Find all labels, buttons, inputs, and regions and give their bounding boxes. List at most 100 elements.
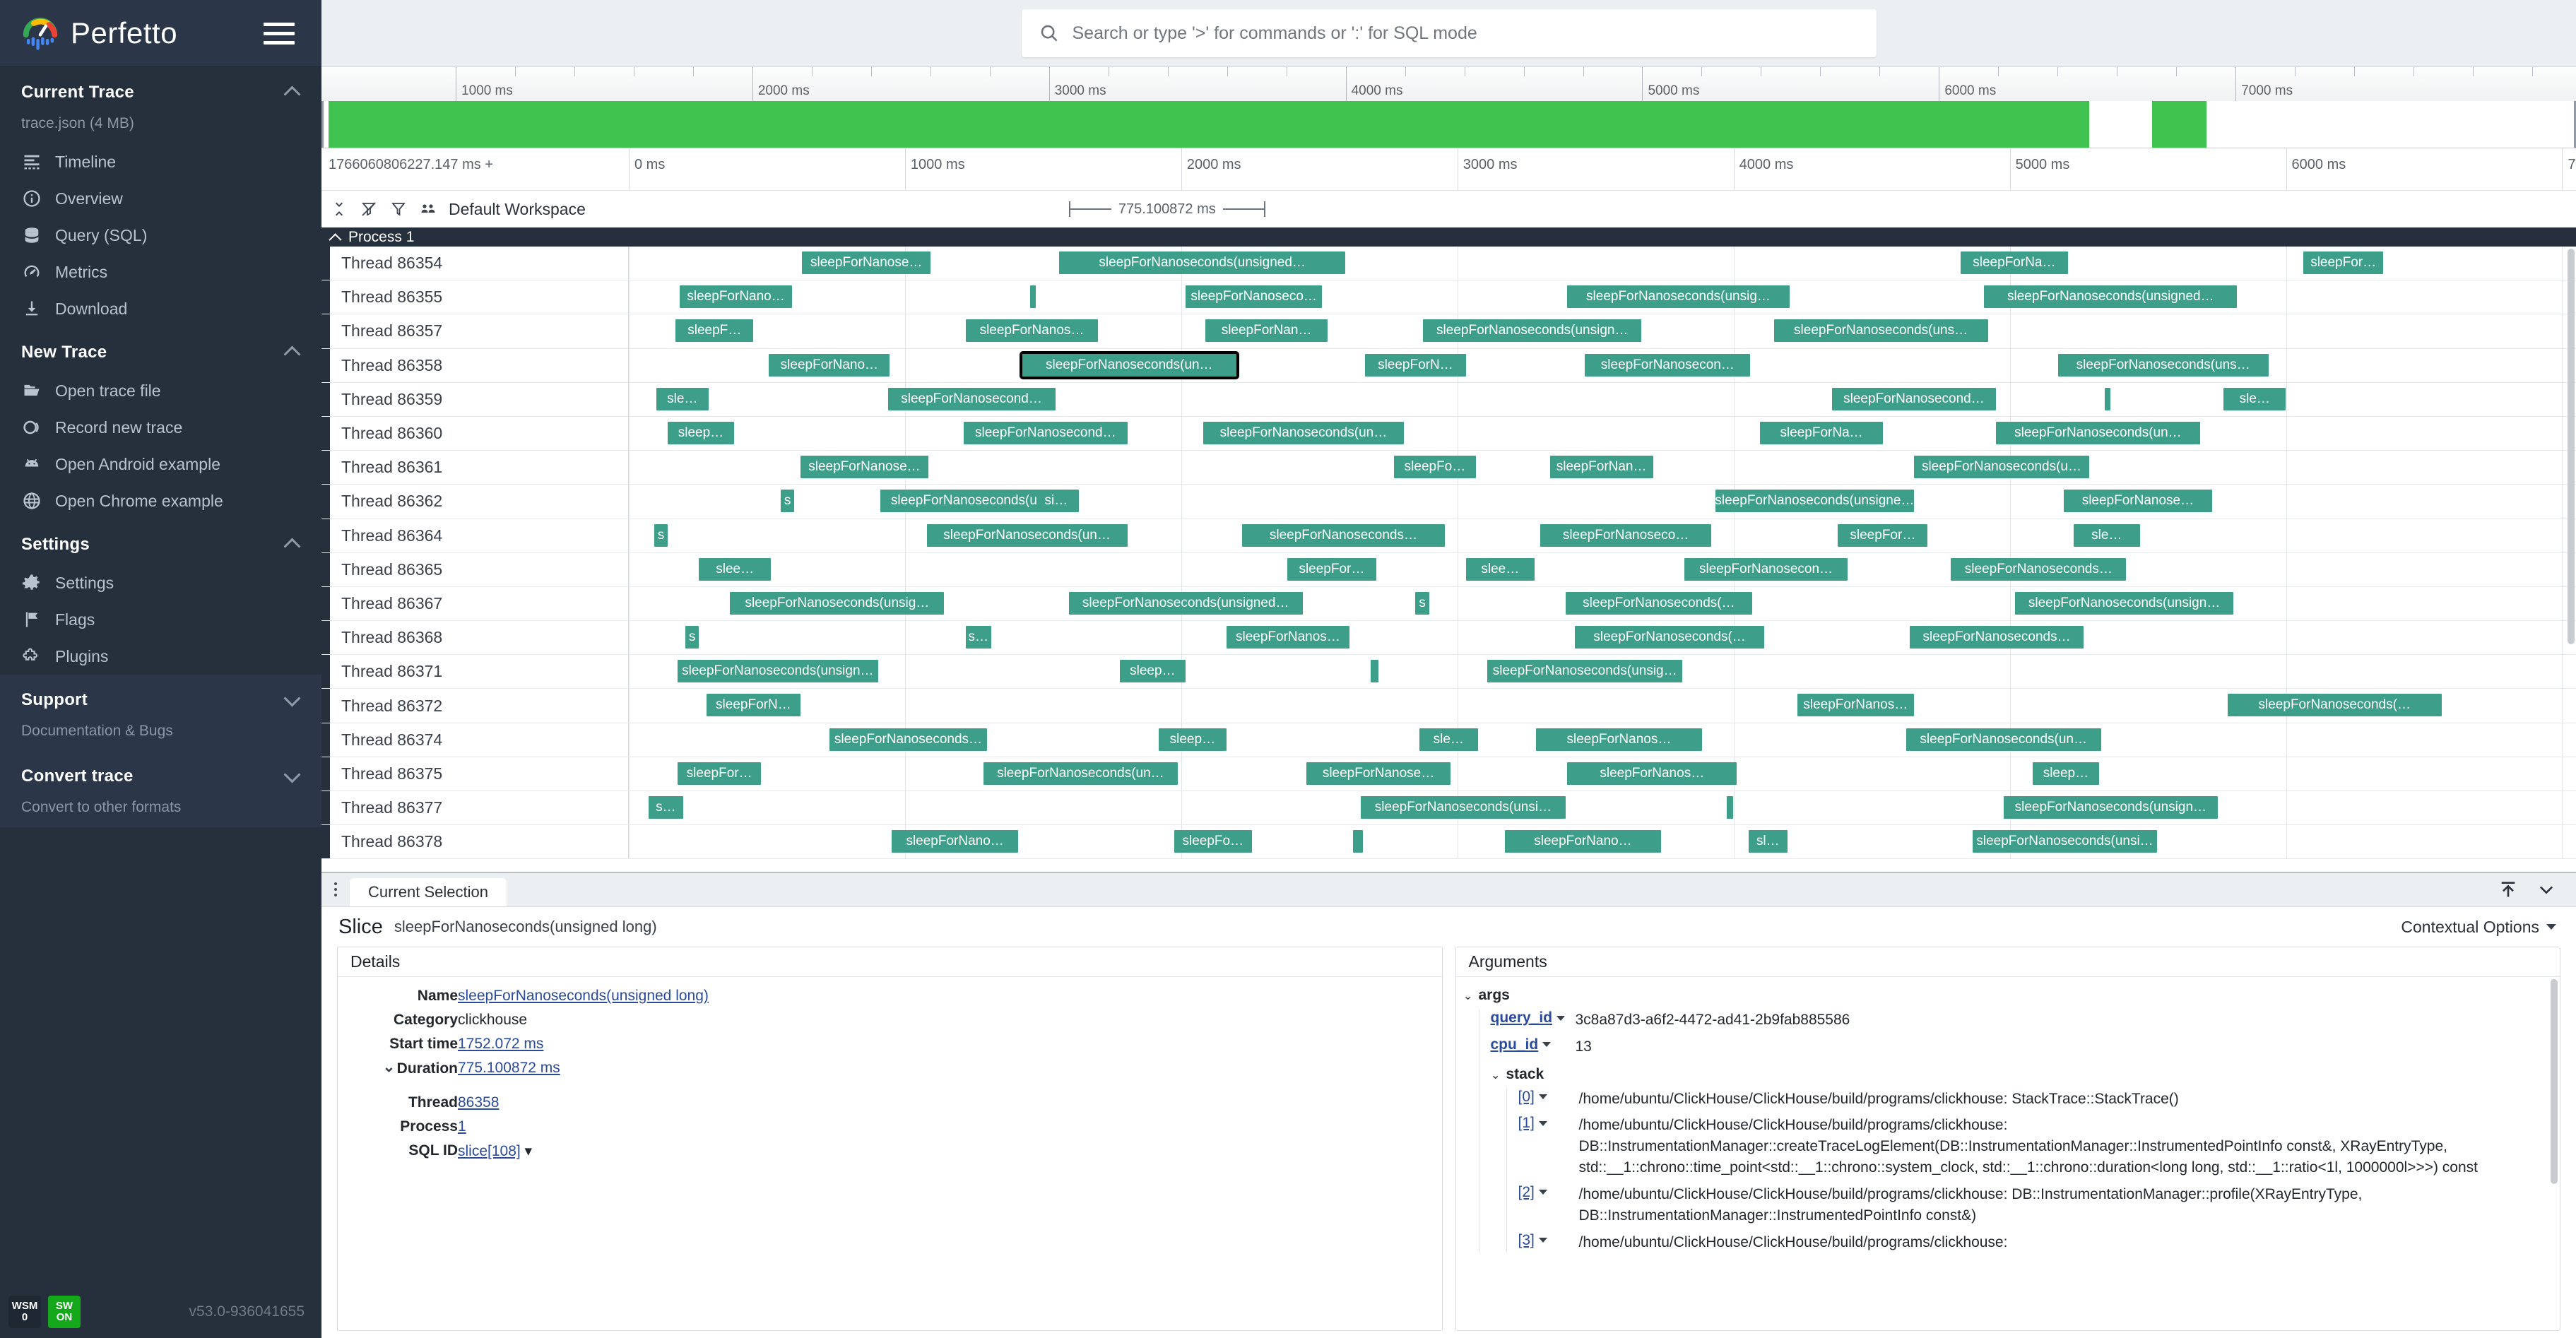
chevron-down-icon[interactable] bbox=[1556, 1015, 1566, 1021]
details-value-link[interactable]: 775.100872 ms bbox=[458, 1060, 560, 1076]
track-name-label[interactable]: Thread 86367 bbox=[330, 586, 629, 621]
slice[interactable]: sleepForNanoseconds(unsign… bbox=[677, 660, 878, 683]
slice[interactable]: sleepForNan… bbox=[1549, 456, 1653, 479]
sidebar-item-overview[interactable]: Overview bbox=[0, 180, 321, 217]
track-row[interactable]: Thread 86355 sleepForNano… sleepForNanosec… bbox=[321, 280, 2576, 315]
slice[interactable]: sle… bbox=[656, 387, 709, 410]
tab-current-selection[interactable]: Current Selection bbox=[350, 878, 507, 906]
chevron-down-icon[interactable] bbox=[285, 769, 300, 784]
slice[interactable]: sleepForNanoseconds(unsign… bbox=[1423, 319, 1642, 343]
clear-filter-icon[interactable] bbox=[360, 200, 378, 218]
track-name-label[interactable]: Thread 86361 bbox=[330, 451, 629, 485]
slice[interactable]: sleepForNanoseconds(un… bbox=[1906, 728, 2101, 751]
slice[interactable]: sleepForNa… bbox=[1760, 421, 1883, 444]
overview-brush-handle[interactable] bbox=[321, 101, 2576, 148]
track-canvas[interactable]: slee… sleepFor… slee… sleepForNanosecon… sle… bbox=[629, 552, 2576, 586]
track-canvas[interactable]: sleepFor… sleepForNanoseconds(un… sleepFor… bbox=[629, 757, 2576, 791]
track-canvas[interactable]: sleepF… sleepForNanos… sleepForNan… sleepFo… bbox=[629, 314, 2576, 348]
workspace-icon[interactable] bbox=[419, 200, 437, 218]
slice[interactable]: sleepForNanoseconds(unsign… bbox=[2003, 796, 2218, 819]
slice[interactable]: sleepForNanoseco… bbox=[1540, 523, 1712, 547]
track-row[interactable]: Thread 86365 slee… sleepFor… slee… sleepForN… bbox=[321, 552, 2576, 587]
details-value-link[interactable]: slice[108] bbox=[458, 1143, 521, 1159]
slice[interactable]: sleepForNanoseconds… bbox=[1242, 523, 1445, 547]
track-row[interactable]: Thread 86367 sleepForNanoseconds(unsig… sl… bbox=[321, 586, 2576, 622]
sidebar-item-download[interactable]: Download bbox=[0, 290, 321, 327]
slice[interactable] bbox=[1371, 660, 1379, 683]
slice[interactable]: sleepForNanoseconds(… bbox=[1575, 626, 1764, 649]
details-value[interactable]: slice[108] ▾ bbox=[458, 1139, 1442, 1164]
slice[interactable]: sle… bbox=[2073, 523, 2140, 547]
collapse-panel-icon[interactable] bbox=[2498, 880, 2518, 899]
slice[interactable]: sleepForNan… bbox=[1205, 319, 1328, 343]
sidebar-item-open-chrome-example[interactable]: Open Chrome example bbox=[0, 482, 321, 519]
slice[interactable]: sleepForNanosecond… bbox=[964, 421, 1128, 444]
sidebar-section-header-new-trace[interactable]: New Trace bbox=[0, 327, 321, 372]
details-value-link[interactable]: 1 bbox=[458, 1118, 466, 1135]
details-value-link[interactable]: 1752.072 ms bbox=[458, 1036, 544, 1052]
args-entry-key-link[interactable]: query_id bbox=[1490, 1010, 1553, 1026]
slice[interactable]: sleepFor… bbox=[1838, 523, 1928, 547]
sidebar-item-timeline[interactable]: Timeline bbox=[0, 143, 321, 180]
slice[interactable]: sleepForNanoseconds… bbox=[1951, 557, 2127, 581]
chevron-up-icon[interactable] bbox=[285, 85, 300, 100]
sidebar-item-settings[interactable]: Settings bbox=[0, 564, 321, 601]
contextual-options-button[interactable]: Contextual Options bbox=[2401, 918, 2556, 937]
args-stack-index-link[interactable]: [3] bbox=[1518, 1231, 1535, 1248]
slice[interactable]: sleepForNanosecond… bbox=[1832, 387, 1996, 410]
details-value[interactable]: 775.100872 ms bbox=[458, 1056, 1442, 1081]
slice[interactable] bbox=[2105, 387, 2111, 410]
slice[interactable]: slee… bbox=[1466, 557, 1535, 581]
slice[interactable]: s bbox=[780, 490, 795, 513]
process-group-header[interactable]: Process 1 bbox=[321, 227, 2576, 247]
slice[interactable]: sleepForNanoseconds(un… bbox=[1995, 421, 2201, 444]
track-name-label[interactable]: Thread 86378 bbox=[330, 825, 629, 859]
args-stack-node[interactable]: ⌄ stack bbox=[1491, 1066, 2560, 1083]
slice[interactable]: sle… bbox=[2223, 387, 2286, 410]
slice[interactable]: sleepForNanosecond… bbox=[887, 387, 1056, 410]
slice[interactable] bbox=[1029, 285, 1036, 309]
slice[interactable]: sleepForNanoseconds(u… bbox=[1913, 456, 2089, 479]
slice[interactable]: sleep… bbox=[1158, 728, 1227, 751]
track-canvas[interactable]: sleepForNanoseconds… sleep… sle… sleepForNa… bbox=[629, 723, 2576, 757]
details-value[interactable]: sleepForNanoseconds(unsigned long) bbox=[458, 984, 1442, 1008]
chevron-up-icon[interactable] bbox=[285, 537, 300, 552]
chevron-down-icon[interactable] bbox=[285, 692, 300, 708]
args-stack-index[interactable]: [1] bbox=[1518, 1115, 1579, 1132]
slice[interactable]: sleepForNanoseconds(unsig… bbox=[730, 591, 945, 615]
track-row[interactable]: Thread 86375 sleepFor… sleepForNanoseconds… bbox=[321, 757, 2576, 791]
slice[interactable]: sleepForNanosecon… bbox=[1585, 353, 1751, 377]
track-canvas[interactable]: sleepForNano… sleepForNanoseconds(un… slee… bbox=[629, 348, 2576, 382]
sidebar-item-open-android-example[interactable]: Open Android example bbox=[0, 446, 321, 482]
timeline-ruler[interactable]: 1766060806227.147 ms + 0 ms 1000 ms 2000 m… bbox=[321, 148, 2576, 191]
search-input[interactable] bbox=[1072, 23, 1860, 44]
slice[interactable]: s… bbox=[965, 626, 991, 649]
slice[interactable]: s bbox=[654, 523, 668, 547]
slice[interactable]: sleepForNanos… bbox=[1227, 626, 1349, 649]
track-row[interactable]: Thread 86358 sleepForNano… sleepForNanosec… bbox=[321, 348, 2576, 383]
chevron-down-icon[interactable]: ⌄ bbox=[1490, 1067, 1501, 1082]
slice[interactable]: sleepForNanoseco… bbox=[1186, 285, 1323, 309]
args-entry-key-link[interactable]: cpu_id bbox=[1490, 1036, 1539, 1053]
sidebar-item-open-trace-file[interactable]: Open trace file bbox=[0, 372, 321, 409]
chevron-down-icon[interactable] bbox=[1538, 1094, 1547, 1100]
slice[interactable]: sle… bbox=[1419, 728, 1478, 751]
slice[interactable]: sleep… bbox=[1119, 660, 1186, 683]
sidebar-item-record-new-trace[interactable]: Record new trace bbox=[0, 409, 321, 446]
slice[interactable]: sleepForNanos… bbox=[1536, 728, 1702, 751]
slice[interactable]: sleepForNanos… bbox=[1567, 762, 1737, 785]
track-row[interactable]: Thread 86360 sleep… sleepForNanosecond… sle… bbox=[321, 416, 2576, 451]
details-drag-handle[interactable] bbox=[321, 872, 350, 906]
chevron-down-icon[interactable] bbox=[1542, 1042, 1552, 1048]
slice[interactable]: sleepForNa… bbox=[1961, 251, 2068, 274]
track-row[interactable]: Thread 86371 sleepForNanoseconds(unsign… s… bbox=[321, 655, 2576, 689]
slice[interactable]: sleepForNanose… bbox=[802, 251, 931, 274]
track-scrollbar[interactable] bbox=[2568, 249, 2575, 644]
chevron-down-icon[interactable] bbox=[1538, 1238, 1547, 1243]
args-entry-key[interactable]: cpu_id bbox=[1491, 1036, 1576, 1053]
details-value[interactable]: 1752.072 ms bbox=[458, 1032, 1442, 1056]
status-badge-sw[interactable]: SW ON bbox=[48, 1296, 81, 1328]
chevron-up-icon[interactable] bbox=[285, 345, 300, 360]
track-canvas[interactable]: s sleepForNanoseconds(un… sleepForNanoseco… bbox=[629, 519, 2576, 552]
details-value-link[interactable]: sleepForNanoseconds(unsigned long) bbox=[458, 988, 709, 1004]
